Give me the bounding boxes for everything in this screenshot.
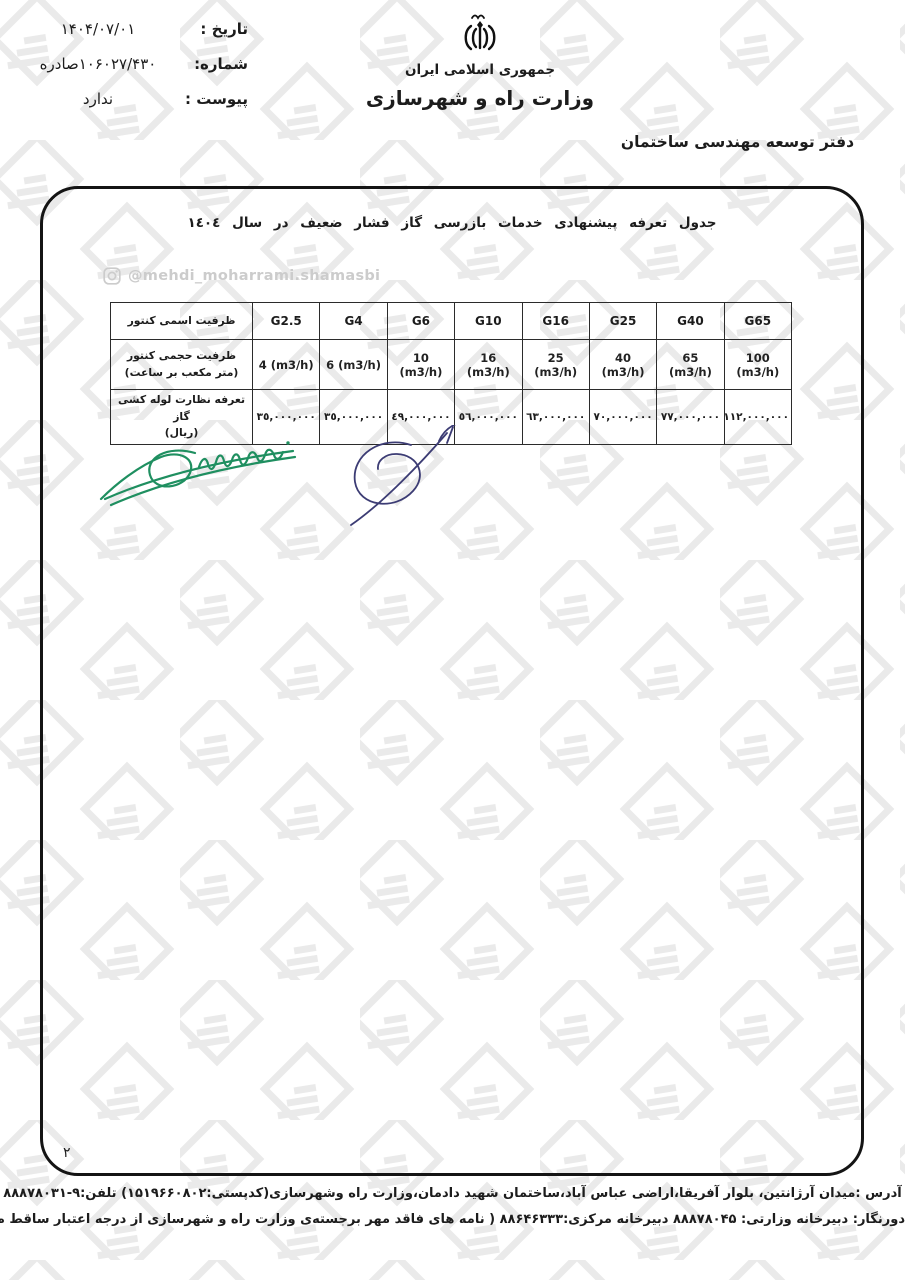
- footer-address-line: آدرس :میدان آرژانتین، بلوار آفریقا،اراضی…: [3, 1186, 902, 1201]
- meter-size-header: G6: [386, 302, 456, 340]
- letterhead-center: جمهوری اسلامی ایران وزارت راه و شهرسازی: [330, 12, 630, 110]
- meter-size-header: G2.5: [251, 302, 321, 340]
- tariff-cell: ١١٢,٠٠٠,٠٠٠: [723, 388, 793, 446]
- tariff-row-label-line1: تعرفه نظارت لوله کشی گاز: [117, 393, 246, 423]
- footer: آدرس :میدان آرژانتین، بلوار آفریقا،اراضی…: [0, 1186, 905, 1238]
- meter-size-header: G40: [656, 302, 725, 340]
- volume-cell: 100 (m3/h): [723, 339, 793, 390]
- footer-fax-line: دورنگار: دبیرخانه وزارتی: ۸۸۸۷۸۰۴۵ دبیرخ…: [0, 1212, 905, 1227]
- table-row-volume: ظرفیت حجمی کنتور (متر مکعب بر ساعت) 4 (m…: [110, 339, 793, 390]
- signature-green: [99, 441, 297, 507]
- tariff-cell: ٥٦,٠٠٠,٠٠٠: [454, 388, 523, 446]
- attachment-label: پیوست :: [184, 90, 248, 108]
- volume-cell: 10 (m3/h): [386, 339, 456, 390]
- doc-number-value: ۱۰۶۰۲۷/۴۳۰صادره: [39, 55, 157, 73]
- org-name: جمهوری اسلامی ایران: [404, 62, 556, 78]
- signatures: [99, 425, 456, 526]
- tariff-cell: ٧٠,٠٠٠,٠٠٠: [588, 388, 658, 446]
- signature-black: [350, 425, 456, 526]
- volume-cell: 4 (m3/h): [251, 339, 321, 390]
- date-value: ۱۴۰۴/۰۷/۰۱: [60, 20, 136, 38]
- meter-size-header: G16: [521, 302, 590, 340]
- meter-size-header: G4: [319, 302, 388, 340]
- volume-cell: 16 (m3/h): [454, 339, 523, 390]
- instagram-handle: @mehdi_moharrami.shamasbi: [128, 268, 381, 284]
- volume-cell: 6 (m3/h): [319, 339, 388, 390]
- volume-row-label: ظرفیت حجمی کنتور (متر مکعب بر ساعت): [110, 339, 253, 390]
- doc-number-label: شماره:: [194, 55, 248, 73]
- meter-size-row-label: ظرفیت اسمی کنتور: [110, 302, 253, 340]
- table-row-tariff: تعرفه نظارت لوله کشی گاز (ریال) ٣٥,٠٠٠,٠…: [110, 388, 793, 446]
- iran-emblem-icon: [464, 14, 496, 51]
- doc-title: جدول تعرفه پیشنهادی خدمات بازرسی گاز فشا…: [187, 215, 717, 231]
- ministry-name: وزارت راه و شهرسازی: [365, 86, 595, 110]
- date-label: تاریخ :: [200, 20, 248, 38]
- table-row-meter-size: ظرفیت اسمی کنتور G2.5 G4 G6 G10 G16 G25 …: [110, 302, 793, 340]
- tariff-row-label-line2: (ریال): [164, 426, 199, 440]
- document-sheet: جدول تعرفه پیشنهادی خدمات بازرسی گاز فشا…: [40, 186, 864, 1176]
- volume-row-label-line1: ظرفیت حجمی کنتور: [126, 348, 237, 362]
- tariff-row-label: تعرفه نظارت لوله کشی گاز (ریال): [110, 388, 253, 446]
- instagram-watermark: @mehdi_moharrami.shamasbi: [103, 267, 380, 285]
- date-row: تاریخ : ۱۴۰۴/۰۷/۰۱: [18, 20, 248, 38]
- volume-cell: 40 (m3/h): [588, 339, 658, 390]
- tariff-cell: ٧٧,٠٠٠,٠٠٠: [656, 388, 725, 446]
- attachment-value: ندارد: [82, 90, 114, 108]
- doc-number-row: شماره: ۱۰۶۰۲۷/۴۳۰صادره: [18, 55, 248, 73]
- meter-size-header: G10: [454, 302, 523, 340]
- meter-size-header: G25: [588, 302, 658, 340]
- tariff-cell: ٣٥,٠٠٠,٠٠٠: [319, 388, 388, 446]
- volume-cell: 65 (m3/h): [656, 339, 725, 390]
- instagram-icon: [103, 267, 121, 285]
- tariff-cell: ٦٣,٠٠٠,٠٠٠: [521, 388, 590, 446]
- attachment-row: پیوست : ندارد: [18, 90, 248, 108]
- volume-row-label-line2: (متر مکعب بر ساعت): [124, 365, 239, 379]
- tariff-cell: ٣٥,٠٠٠,٠٠٠: [251, 388, 321, 446]
- letter-meta-block: تاریخ : ۱۴۰۴/۰۷/۰۱ شماره: ۱۰۶۰۲۷/۴۳۰صادر…: [18, 20, 248, 125]
- meter-size-header: G65: [723, 302, 793, 340]
- page-number: ۲: [63, 1145, 71, 1161]
- office-title: دفتر توسعه مهندسی ساختمان: [620, 133, 855, 151]
- tariff-table: ظرفیت اسمی کنتور G2.5 G4 G6 G10 G16 G25 …: [110, 302, 793, 446]
- volume-cell: 25 (m3/h): [521, 339, 590, 390]
